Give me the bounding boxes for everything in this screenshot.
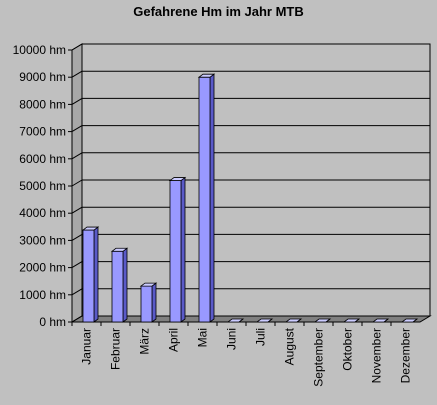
y-tick-label: 8000 hm — [19, 97, 66, 111]
y-tick-label: 9000 hm — [19, 70, 66, 84]
y-tick-label: 5000 hm — [19, 179, 66, 193]
y-tick-label: 2000 hm — [19, 261, 66, 275]
x-tick-label: Dezember — [399, 328, 413, 383]
bar-märz-top — [139, 282, 158, 287]
bar-juli-top — [255, 318, 274, 323]
gridline-depth — [71, 288, 83, 296]
bar-mai-side — [209, 73, 215, 323]
bar-märz — [140, 285, 153, 323]
x-tick-label: März — [138, 328, 152, 355]
x-tick-label: April — [167, 328, 181, 352]
gridline-depth — [71, 43, 83, 51]
bar-mai-top — [197, 73, 216, 78]
gridline-depth — [71, 179, 83, 187]
gridline-depth — [71, 97, 83, 105]
y-tick-label: 6000 hm — [19, 152, 66, 166]
gridline-depth — [71, 315, 83, 323]
x-tick-label: Februar — [109, 328, 123, 370]
y-tick-label: 4000 hm — [19, 206, 66, 220]
bar-september-top — [313, 318, 332, 323]
bar-april-top — [168, 177, 187, 181]
x-tick-label: September — [312, 328, 326, 387]
gridline-depth — [71, 125, 83, 133]
chart-title: Gefahrene Hm im Jahr MTB — [133, 4, 304, 19]
bar-oktober-top — [342, 318, 361, 323]
y-tick-label: 7000 hm — [19, 125, 66, 139]
y-tick-label: 1000 hm — [19, 288, 66, 302]
bar-juni-top — [226, 318, 245, 323]
x-tick-label: Mai — [196, 328, 210, 347]
bar-januar — [82, 229, 95, 323]
x-tick-label: August — [283, 327, 297, 365]
bar-märz-side — [151, 282, 157, 323]
gridline-depth — [71, 261, 83, 269]
bar-august-top — [284, 318, 303, 323]
y-tick-label: 3000 hm — [19, 233, 66, 247]
bar-november-top — [371, 318, 390, 323]
bar-april-side — [180, 176, 186, 323]
bar-mai — [198, 76, 211, 323]
bar-dezember-top — [400, 318, 419, 323]
bar-januar-side — [93, 226, 99, 323]
x-tick-label: Juli — [254, 328, 268, 346]
bar-februar-top — [110, 247, 129, 252]
bar-januar-top — [81, 226, 100, 231]
gridline-depth — [71, 152, 83, 160]
y-tick-label: 10000 hm — [13, 43, 66, 57]
x-tick-label: Juni — [225, 328, 239, 350]
gridline-depth — [71, 206, 83, 214]
x-tick-label: Januar — [80, 328, 94, 365]
bar-april — [169, 180, 182, 323]
x-tick-label: Oktober — [341, 328, 355, 371]
gridline-depth — [71, 70, 83, 78]
gridline-depth — [71, 233, 83, 241]
bar-februar-side — [122, 247, 128, 323]
y-tick-label: 0 hm — [39, 315, 66, 329]
x-tick-label: November — [370, 328, 384, 383]
bar-februar — [111, 250, 124, 323]
